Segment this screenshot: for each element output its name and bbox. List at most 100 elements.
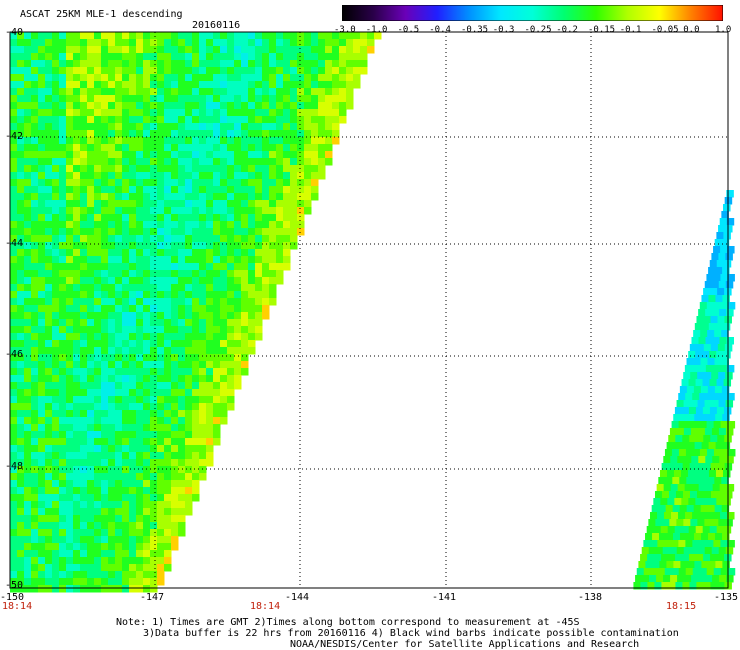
swath-cell bbox=[101, 200, 109, 208]
swath-cell bbox=[24, 305, 32, 313]
swath-cell bbox=[699, 540, 707, 548]
swath-cell bbox=[24, 550, 32, 558]
swath-cell bbox=[24, 501, 32, 509]
swath-cell bbox=[664, 540, 672, 548]
product-date: 20160116 bbox=[192, 20, 241, 31]
swath-cell bbox=[10, 536, 18, 544]
swath-cell bbox=[129, 452, 137, 460]
swath-cell bbox=[150, 515, 158, 523]
swath-cell bbox=[87, 361, 95, 369]
swath-cell bbox=[192, 277, 200, 285]
swath-cell bbox=[700, 505, 709, 513]
swath-cell bbox=[718, 253, 726, 261]
swath-cell bbox=[59, 466, 67, 474]
swath-cell bbox=[80, 438, 88, 446]
swath-cell bbox=[213, 165, 221, 173]
swath-cell bbox=[136, 347, 144, 355]
swath-cell bbox=[38, 361, 46, 369]
swath-cell bbox=[87, 487, 95, 495]
swath-cell bbox=[10, 403, 18, 411]
swath-cell bbox=[87, 473, 95, 481]
swath-cell bbox=[653, 526, 662, 534]
swath-cell bbox=[670, 484, 679, 492]
swath-cell bbox=[185, 319, 193, 327]
swath-cell bbox=[10, 67, 18, 75]
swath-cell bbox=[108, 123, 116, 131]
swath-cell bbox=[10, 312, 18, 320]
swath-cell bbox=[17, 508, 25, 516]
swath-cell bbox=[87, 88, 95, 96]
swath-cell bbox=[129, 333, 137, 341]
swath-cell bbox=[52, 270, 60, 278]
swath-cell bbox=[234, 32, 242, 40]
swath-cell bbox=[709, 351, 717, 359]
swath-cell bbox=[66, 396, 74, 404]
swath-cell bbox=[241, 291, 249, 299]
swath-cell bbox=[45, 501, 53, 509]
swath-cell bbox=[17, 466, 25, 474]
swath-cell bbox=[297, 172, 305, 180]
swath-cell bbox=[164, 431, 172, 439]
swath-cell bbox=[206, 431, 214, 439]
swath-cell bbox=[122, 396, 130, 404]
swath-cell bbox=[332, 102, 340, 110]
swath-cell bbox=[171, 536, 179, 544]
swath-cell bbox=[206, 53, 214, 61]
swath-cell bbox=[136, 466, 144, 474]
swath-cell bbox=[143, 417, 151, 425]
swath-cell bbox=[185, 291, 193, 299]
swath-cell bbox=[727, 449, 736, 457]
swath-cell bbox=[213, 277, 221, 285]
swath-cell bbox=[646, 526, 655, 534]
swath-cell bbox=[716, 407, 725, 415]
swath-cell bbox=[721, 477, 729, 485]
swath-cell bbox=[38, 67, 46, 75]
swath-cell bbox=[311, 151, 319, 159]
swath-cell bbox=[290, 172, 298, 180]
swath-cell bbox=[727, 421, 736, 429]
swath-cell bbox=[38, 95, 46, 103]
swath-cell bbox=[669, 547, 678, 555]
swath-cell bbox=[695, 351, 703, 359]
swath-cell bbox=[651, 505, 660, 513]
swath-cell bbox=[73, 333, 81, 341]
swath-cell bbox=[73, 81, 81, 89]
swath-cell bbox=[703, 582, 711, 590]
swath-cell bbox=[52, 550, 60, 558]
swath-cell bbox=[304, 151, 312, 159]
swath-cell bbox=[52, 74, 60, 82]
swath-cell bbox=[269, 298, 277, 306]
swath-cell bbox=[59, 347, 67, 355]
swath-cell bbox=[269, 277, 277, 285]
swath-cell bbox=[115, 508, 123, 516]
swath-cell bbox=[304, 74, 312, 82]
swath-cell bbox=[38, 144, 46, 152]
swath-cell bbox=[661, 463, 670, 471]
swath-cell bbox=[719, 575, 727, 583]
swath-cell bbox=[633, 582, 641, 590]
swath-cell bbox=[164, 277, 172, 285]
swath-cell bbox=[94, 88, 102, 96]
swath-cell bbox=[31, 60, 39, 68]
swath-cell bbox=[66, 179, 74, 187]
swath-cell bbox=[677, 575, 685, 583]
swath-cell bbox=[136, 305, 144, 313]
swath-cell bbox=[682, 435, 690, 443]
swath-cell bbox=[318, 53, 326, 61]
swath-cell bbox=[234, 319, 242, 327]
swath-cell bbox=[122, 424, 130, 432]
swath-cell bbox=[157, 207, 165, 215]
swath-cell bbox=[24, 312, 32, 320]
swath-cell bbox=[248, 326, 256, 334]
swath-cell bbox=[150, 214, 158, 222]
swath-cell bbox=[80, 326, 88, 334]
swath-cell bbox=[115, 74, 123, 82]
swath-cell bbox=[269, 32, 277, 40]
swath-cell bbox=[101, 298, 109, 306]
swath-cell bbox=[304, 123, 312, 131]
swath-cell bbox=[290, 158, 298, 166]
swath-cell bbox=[122, 193, 130, 201]
swath-cell bbox=[227, 32, 235, 40]
swath-cell bbox=[311, 53, 319, 61]
swath-cell bbox=[136, 375, 144, 383]
